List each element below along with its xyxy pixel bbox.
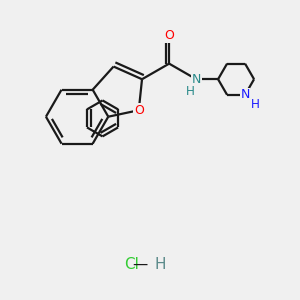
Text: H: H: [186, 85, 195, 98]
Text: N: N: [192, 73, 201, 86]
Text: O: O: [134, 104, 144, 117]
Text: N: N: [240, 88, 250, 101]
Text: O: O: [164, 29, 174, 42]
Text: H: H: [251, 98, 260, 111]
Text: —: —: [132, 257, 147, 272]
Text: Cl: Cl: [124, 257, 140, 272]
Text: H: H: [154, 257, 166, 272]
